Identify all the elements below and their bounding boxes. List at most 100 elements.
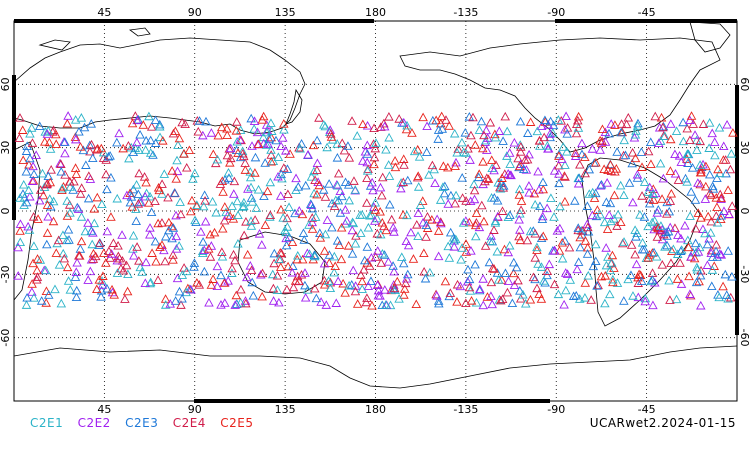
observation-triangle	[444, 253, 455, 262]
observation-triangle	[300, 292, 311, 302]
observation-triangle	[502, 287, 513, 297]
observation-triangle	[271, 135, 281, 145]
observation-triangle	[440, 276, 451, 286]
observation-triangle	[438, 161, 449, 170]
observation-triangle	[34, 195, 45, 205]
observation-triangle	[648, 184, 659, 193]
observation-triangle	[42, 200, 53, 209]
observation-triangle	[239, 197, 249, 207]
observation-triangle	[587, 210, 598, 220]
observation-triangle	[247, 277, 257, 287]
observation-triangle	[631, 259, 642, 269]
observation-triangle	[704, 233, 714, 243]
observation-triangle	[542, 270, 552, 280]
observation-triangle	[723, 246, 733, 255]
observation-triangle	[695, 160, 705, 169]
observation-triangle	[607, 250, 618, 260]
observation-triangle	[144, 198, 154, 207]
observation-triangle	[615, 180, 626, 190]
observation-triangle	[248, 290, 259, 300]
observation-triangle	[498, 181, 509, 190]
observation-triangle	[86, 119, 97, 128]
observation-triangle	[601, 243, 611, 252]
observation-triangle	[415, 200, 426, 209]
observation-triangle	[399, 160, 409, 169]
observation-triangle	[678, 117, 688, 127]
observation-triangle	[718, 281, 728, 291]
observation-triangle	[51, 248, 62, 257]
observation-triangle	[154, 185, 165, 195]
observation-triangle	[641, 253, 652, 263]
observation-triangle	[639, 212, 650, 221]
observation-triangle	[413, 208, 424, 217]
observation-triangle	[125, 197, 136, 207]
observation-triangle	[443, 241, 453, 251]
observation-triangle	[344, 195, 355, 205]
observation-triangle	[260, 220, 271, 229]
observation-triangle	[293, 250, 303, 260]
observation-triangle	[326, 129, 336, 138]
observation-triangle	[720, 269, 731, 279]
observation-triangle	[600, 298, 610, 308]
observation-triangle	[397, 252, 407, 261]
observation-triangle	[65, 285, 76, 294]
observation-triangle	[492, 211, 503, 221]
observation-triangle	[42, 228, 53, 237]
observation-triangle	[516, 196, 527, 205]
observation-triangle	[390, 162, 401, 172]
observation-triangle	[189, 262, 199, 271]
observation-triangle	[474, 125, 485, 134]
observation-triangle	[518, 289, 528, 299]
observation-triangle	[508, 268, 519, 278]
observation-triangle	[294, 206, 305, 215]
observation-triangle	[28, 212, 39, 221]
observation-triangle	[96, 143, 107, 153]
observation-triangle	[497, 206, 508, 215]
observation-triangle	[643, 187, 653, 196]
legend-item-c2e1: C2E1	[30, 416, 64, 430]
observation-triangle	[216, 300, 226, 309]
observation-triangle	[545, 116, 556, 126]
observation-triangle	[701, 181, 711, 191]
observation-triangle	[70, 115, 81, 124]
observation-triangle	[174, 133, 185, 143]
observation-triangle	[150, 138, 161, 147]
observation-triangle	[464, 282, 475, 292]
observation-triangle	[667, 246, 677, 256]
observation-triangle	[83, 193, 94, 203]
observation-triangle	[112, 137, 122, 147]
observation-triangle	[262, 186, 273, 196]
observation-triangle	[35, 185, 46, 194]
observation-triangle	[643, 252, 654, 262]
observation-triangle	[259, 191, 269, 201]
observation-triangle	[40, 127, 50, 136]
observation-triangle	[413, 171, 423, 180]
observation-triangle	[702, 239, 713, 249]
observation-triangle	[716, 193, 726, 202]
observation-triangle	[157, 240, 167, 249]
observation-triangle	[97, 280, 108, 289]
observation-triangle	[653, 205, 664, 214]
observation-triangle	[530, 199, 540, 209]
observation-triangle	[485, 117, 496, 127]
observation-triangle	[457, 243, 467, 252]
observation-triangle	[27, 279, 37, 288]
observation-triangle	[491, 160, 501, 169]
observation-triangle	[71, 134, 81, 144]
observation-triangle	[201, 116, 211, 126]
observation-triangle	[257, 291, 267, 301]
observation-triangle	[84, 171, 94, 180]
observation-triangle	[350, 286, 361, 296]
observation-triangle	[553, 115, 564, 124]
observation-triangle	[372, 246, 383, 255]
observation-triangle	[402, 210, 412, 220]
observation-triangle	[181, 162, 192, 172]
observation-triangle	[43, 290, 54, 299]
observation-triangle	[173, 140, 183, 149]
observation-triangle	[575, 159, 585, 169]
right-lat-tick-label: 30	[738, 141, 750, 155]
observation-triangle	[43, 125, 53, 135]
observation-triangle	[478, 300, 489, 310]
observation-triangle	[290, 208, 300, 218]
observation-triangle	[383, 160, 394, 169]
